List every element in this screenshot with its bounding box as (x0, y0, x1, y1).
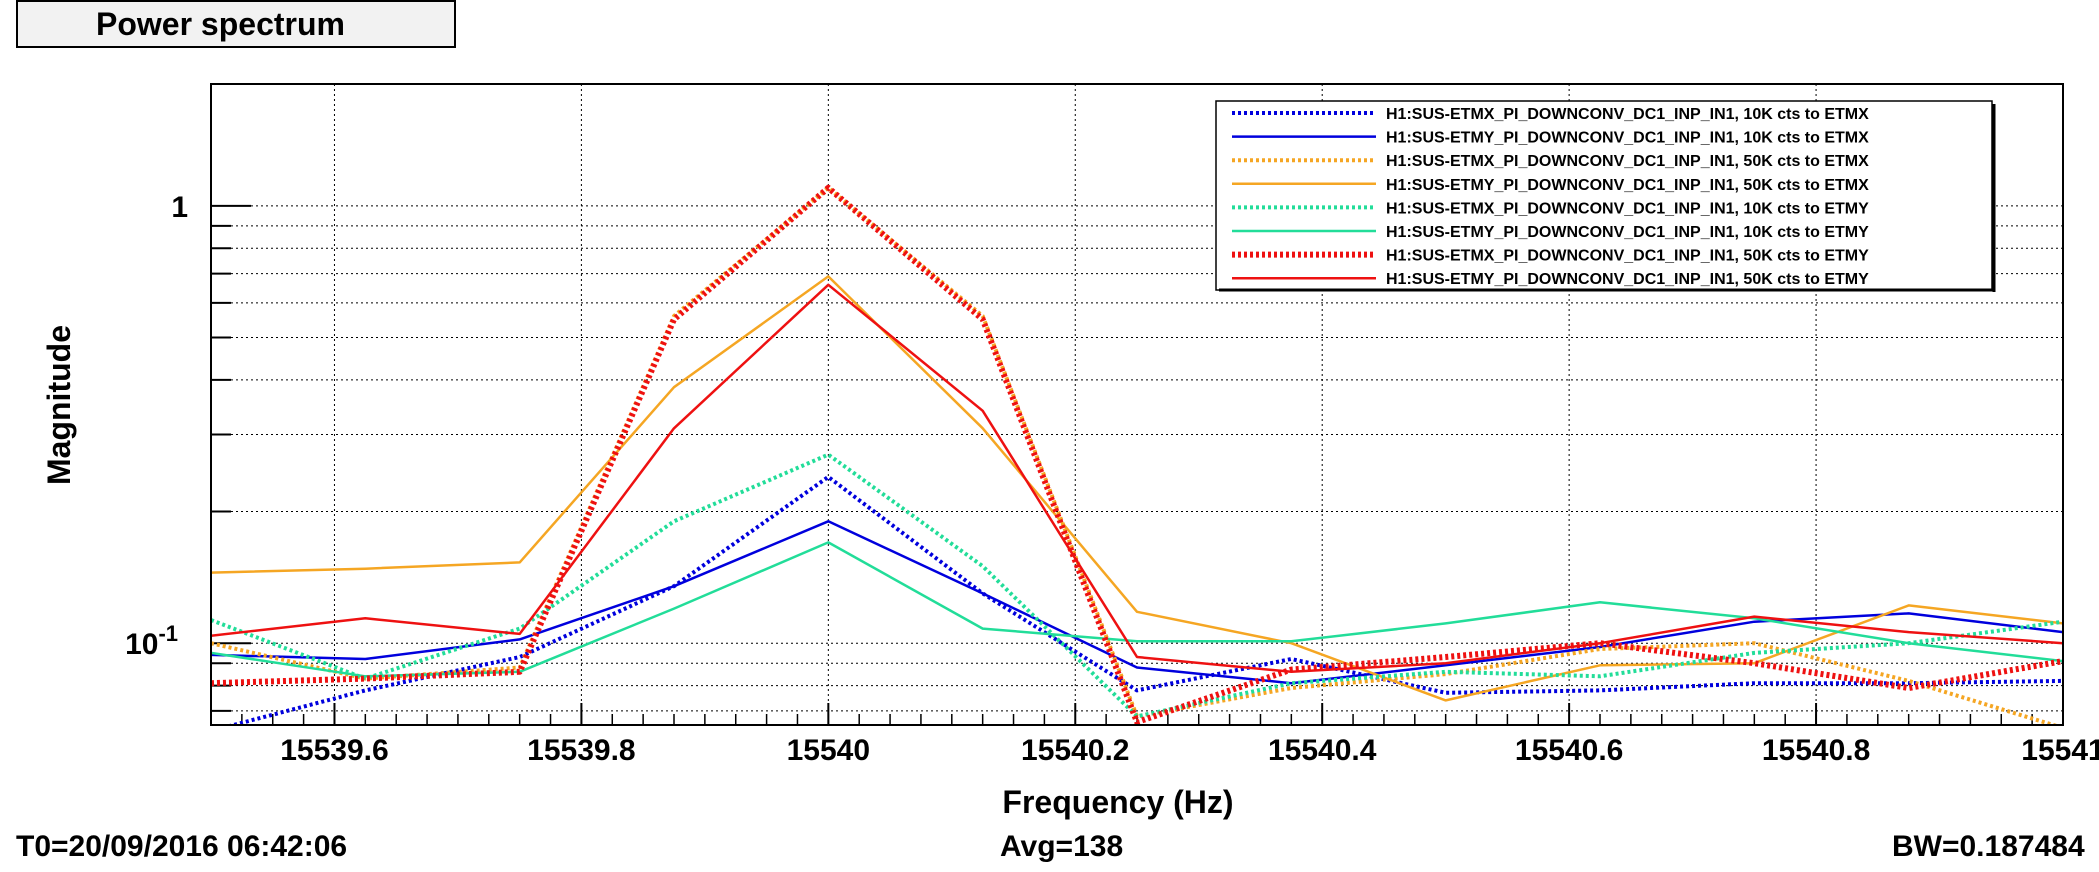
legend: H1:SUS-ETMX_PI_DOWNCONV_DC1_INP_IN1, 10K… (1215, 100, 1996, 292)
window-title: Power spectrum (16, 0, 456, 48)
y-tick-label: 1 (171, 191, 188, 224)
x-tick-label: 15540.6 (1515, 734, 1623, 767)
series-line-5 (211, 452, 2063, 719)
legend-label-4: H1:SUS-ETMY_PI_DOWNCONV_DC1_INP_IN1, 50K… (1386, 177, 1869, 194)
x-tick-label: 15541 (2021, 734, 2099, 767)
legend-box (1215, 100, 1993, 291)
x-tick-labels: 15539.6 15539.8 15540 15540.2 15540.4 15540.6… (280, 734, 2099, 767)
x-tick-label: 15539.8 (527, 734, 635, 767)
legend-label-2: H1:SUS-ETMY_PI_DOWNCONV_DC1_INP_IN1, 10K… (1386, 130, 1869, 147)
x-axis-label: Frequency (Hz) (1002, 784, 1233, 820)
legend-label-5: H1:SUS-ETMX_PI_DOWNCONV_DC1_INP_IN1, 10K… (1386, 200, 1869, 217)
series-line-2 (211, 520, 2063, 685)
x-tick-label: 15540.2 (1021, 734, 1129, 767)
legend-label-6: H1:SUS-ETMY_PI_DOWNCONV_DC1_INP_IN1, 10K… (1386, 224, 1869, 241)
x-tick-label: 15540.8 (1762, 734, 1870, 767)
bw-label: BW=0.187484 (1892, 830, 2085, 863)
series-layer (211, 184, 2063, 725)
series-line-8 (211, 283, 2063, 674)
legend-label-1: H1:SUS-ETMX_PI_DOWNCONV_DC1_INP_IN1, 10K… (1386, 106, 1869, 123)
legend-label-3: H1:SUS-ETMX_PI_DOWNCONV_DC1_INP_IN1, 50K… (1386, 153, 1869, 170)
power-spectrum-chart: 15539.6 15539.8 15540 15540.2 15540.4 15540.6… (41, 83, 2099, 820)
series-line-7 (211, 184, 2063, 725)
series-line-4 (211, 275, 2063, 702)
plot-frame (210, 83, 2064, 726)
x-tick-label: 15540.4 (1268, 734, 1377, 767)
series-line-1 (225, 474, 2063, 725)
avg-label: Avg=138 (1000, 830, 1124, 863)
legend-label-8: H1:SUS-ETMY_PI_DOWNCONV_DC1_INP_IN1, 50K… (1386, 271, 1869, 288)
x-tick-label: 15540 (787, 734, 870, 767)
y-axis-label: Magnitude (41, 325, 77, 485)
y-tick-label: 10-1 (125, 621, 178, 661)
legend-label-7: H1:SUS-ETMX_PI_DOWNCONV_DC1_INP_IN1, 50K… (1386, 248, 1869, 265)
y-tick-labels: 1 10-1 (125, 191, 188, 661)
x-tick-label: 15539.6 (280, 734, 388, 767)
t0-label: T0=20/09/2016 06:42:06 (16, 830, 348, 863)
